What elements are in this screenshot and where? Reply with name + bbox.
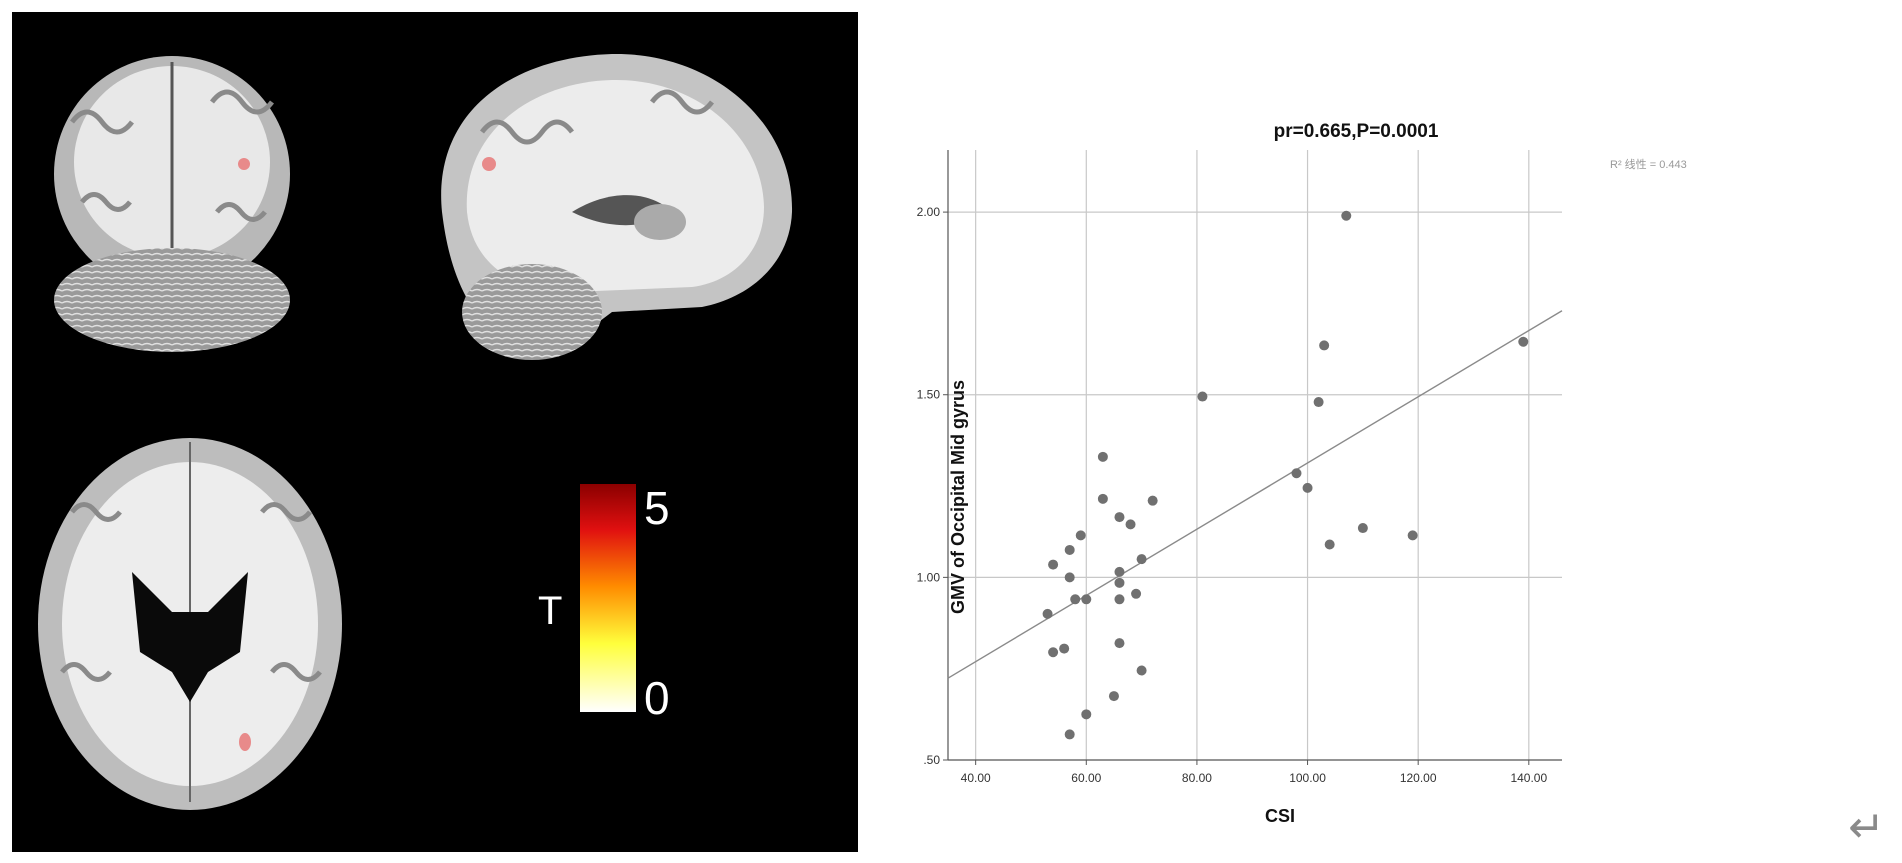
scatter-chart: pr=0.665,P=0.0001 40.00 60.00 80.00 100.00 1… xyxy=(917,121,1687,826)
data-point xyxy=(1197,391,1208,402)
x-tick-label: 140.00 xyxy=(1510,771,1547,785)
x-axis-label: CSI xyxy=(1265,806,1295,826)
data-point xyxy=(1114,577,1125,588)
y-tick-label: 1.50 xyxy=(917,388,941,402)
axes xyxy=(943,150,1562,765)
x-tick-label: 80.00 xyxy=(1182,771,1212,785)
y-tick-labels: .50 1.00 1.50 2.00 xyxy=(917,205,941,767)
data-point xyxy=(1048,559,1059,570)
return-arrow-icon: ↵ xyxy=(1848,802,1885,853)
data-point xyxy=(1147,495,1158,506)
x-tick-label: 60.00 xyxy=(1071,771,1101,785)
data-point xyxy=(1114,566,1125,577)
brain-slices-svg: 5 0 T xyxy=(38,53,793,810)
data-point xyxy=(1136,665,1147,676)
data-points xyxy=(1042,210,1529,740)
colorbar-min-label: 0 xyxy=(644,672,670,724)
data-point xyxy=(1064,729,1075,740)
data-point xyxy=(1048,647,1059,658)
y-tick-label: 2.00 xyxy=(917,205,941,219)
sagittal-slice xyxy=(441,53,793,360)
y-tick-label: 1.00 xyxy=(917,570,941,584)
data-point xyxy=(1407,530,1418,541)
data-point xyxy=(1042,608,1053,619)
data-point xyxy=(1114,594,1125,605)
data-point xyxy=(1108,691,1119,702)
data-point xyxy=(1291,468,1302,479)
chart-title: pr=0.665,P=0.0001 xyxy=(1274,121,1439,142)
data-point xyxy=(1081,709,1092,720)
data-point xyxy=(1114,512,1125,523)
data-point xyxy=(1302,482,1313,493)
data-point xyxy=(1341,210,1352,221)
data-point xyxy=(1070,594,1081,605)
data-point xyxy=(1097,493,1108,504)
data-point xyxy=(1313,397,1324,408)
y-tick-label: .50 xyxy=(923,753,940,767)
data-point xyxy=(1064,544,1075,555)
data-point xyxy=(1081,594,1092,605)
data-point xyxy=(1518,336,1529,347)
data-point xyxy=(1131,588,1142,599)
fit-line-group xyxy=(947,310,1563,679)
coronal-slice xyxy=(54,56,290,352)
data-point xyxy=(1114,638,1125,649)
colorbar-gradient xyxy=(580,484,636,712)
x-tick-label: 100.00 xyxy=(1289,771,1326,785)
x-tick-label: 40.00 xyxy=(961,771,991,785)
data-point xyxy=(1075,530,1086,541)
grid-lines xyxy=(948,150,1562,760)
x-tick-labels: 40.00 60.00 80.00 100.00 120.00 140.00 xyxy=(961,771,1548,785)
x-tick-label: 120.00 xyxy=(1400,771,1437,785)
data-point xyxy=(1136,554,1147,565)
data-point xyxy=(1319,340,1330,351)
y-axis-label: GMV of Occipital Mid gyrus xyxy=(948,380,968,614)
fit-line xyxy=(947,310,1563,679)
data-point xyxy=(1357,523,1368,534)
data-point xyxy=(1064,572,1075,583)
axial-slice xyxy=(38,438,342,810)
colorbar-label: T xyxy=(538,589,562,633)
brain-image-panel: 5 0 T xyxy=(12,12,858,852)
colorbar-max-label: 5 xyxy=(644,482,670,534)
data-point xyxy=(1125,519,1136,530)
data-point xyxy=(1097,451,1108,462)
data-point xyxy=(1059,643,1070,654)
data-point xyxy=(1324,539,1335,550)
fit-r2-label: R² 线性 = 0.443 xyxy=(1610,157,1687,171)
colorbar: 5 0 T xyxy=(538,482,670,724)
